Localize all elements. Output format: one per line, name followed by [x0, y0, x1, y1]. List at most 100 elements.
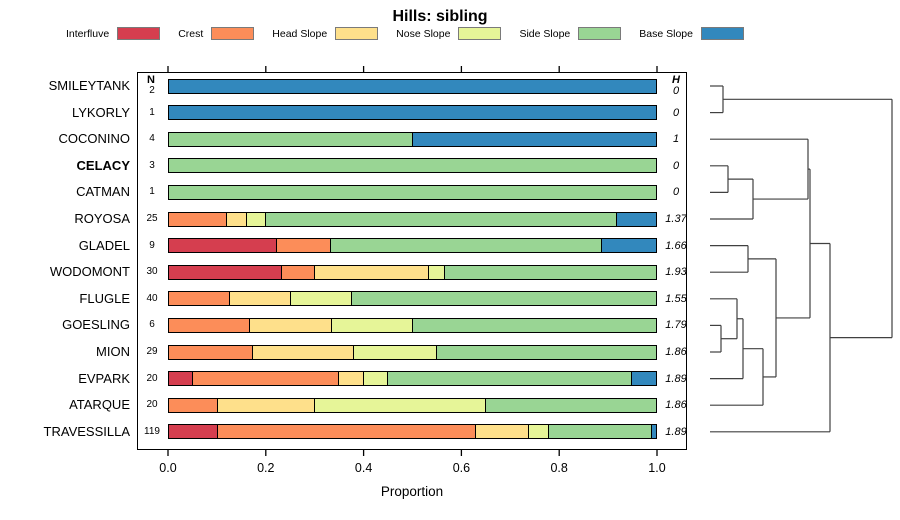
bar-segment-side-slope: [549, 425, 653, 439]
stacked-bar: [168, 424, 657, 440]
stacked-bar: [168, 131, 657, 147]
stacked-bar: [168, 211, 657, 227]
bar-segment-side-slope: [351, 292, 656, 306]
x-tick-label: 0.4: [354, 461, 373, 475]
bar-segment-base-slope: [631, 372, 656, 386]
h-value: 0: [672, 186, 680, 199]
row-label: LYKORLY: [71, 104, 130, 120]
bar-segment-side-slope: [169, 159, 656, 173]
h-value: 1.93: [665, 266, 687, 279]
h-value: 0: [672, 159, 680, 172]
h-value: 1: [672, 133, 680, 146]
h-value: 0: [672, 85, 680, 97]
chart-title: Hills: sibling: [392, 8, 488, 25]
legend-label: Crest: [178, 27, 204, 40]
bar-segment-nose-slope: [363, 372, 389, 386]
bar-segment-crest: [169, 345, 253, 359]
x-tick-label: 0.8: [550, 461, 568, 475]
h-value: 1.89: [665, 372, 687, 385]
bar-segment-interfluve: [169, 372, 194, 386]
n-value: 2: [149, 85, 155, 96]
n-column-header: N: [147, 74, 155, 86]
legend-label: Head Slope: [272, 27, 328, 40]
n-value: 20: [146, 399, 158, 411]
bar-segment-nose-slope: [428, 265, 445, 279]
n-value: 3: [149, 159, 155, 171]
h-value: 1.86: [665, 346, 687, 358]
bar-segment-base-slope: [652, 425, 656, 439]
n-value: 25: [146, 213, 158, 224]
legend-item: Side Slope: [519, 27, 622, 40]
bar-segment-head-slope: [229, 292, 291, 306]
bar-segment-interfluve: [169, 425, 219, 439]
stacked-bar: [168, 317, 657, 333]
row-label: GLADEL: [78, 237, 130, 253]
bar-segment-nose-slope: [528, 425, 550, 439]
n-value: 1: [149, 106, 155, 118]
stacked-bar: [168, 371, 657, 387]
bar-segment-nose-slope: [353, 345, 438, 359]
bar-segment-base-slope: [169, 79, 656, 93]
legend-item: Nose Slope: [396, 27, 502, 40]
stacked-bar: [168, 184, 657, 200]
bar-segment-nose-slope: [315, 398, 486, 412]
legend-swatch: [117, 27, 161, 40]
bar-segment-side-slope: [266, 212, 617, 226]
h-value: 1.86: [665, 399, 687, 412]
h-value: 1.89: [665, 425, 687, 438]
stacked-bar: [168, 344, 657, 360]
legend-item: Base Slope: [639, 27, 744, 40]
legend-swatch: [458, 27, 502, 40]
bar-segment-head-slope: [217, 398, 316, 412]
n-value: 119: [144, 425, 160, 437]
row-label: COCONINO: [58, 131, 131, 147]
bar-segment-crest: [282, 265, 316, 279]
legend-label: Base Slope: [639, 27, 693, 40]
h-value: 1.55: [665, 292, 687, 305]
legend-swatch: [211, 27, 255, 40]
bar-segment-head-slope: [315, 265, 429, 279]
bar-segment-side-slope: [412, 318, 656, 332]
legend-label: Interfluve: [66, 27, 110, 40]
row-label: TRAVESSILLA: [43, 423, 130, 439]
row-label: ROYOSA: [74, 211, 130, 226]
n-value: 9: [149, 239, 155, 251]
bar-segment-head-slope: [252, 345, 354, 359]
bar-segment-base-slope: [412, 132, 656, 146]
h-value: 0: [672, 106, 680, 119]
n-value: 6: [149, 319, 155, 331]
stacked-bar: [168, 238, 657, 254]
bar-segment-side-slope: [169, 185, 656, 199]
bar-segment-side-slope: [331, 239, 602, 253]
h-value: 1.79: [665, 319, 687, 332]
legend-label: Nose Slope: [396, 27, 451, 40]
bar-segment-side-slope: [388, 372, 632, 386]
row-label: GOESLING: [62, 317, 130, 333]
stacked-bar: [168, 397, 657, 413]
bar-segment-side-slope: [169, 132, 413, 146]
bar-segment-head-slope: [339, 372, 364, 386]
row-label: ATARQUE: [69, 397, 130, 413]
bar-segment-nose-slope: [246, 212, 267, 226]
legend-item: Crest: [178, 27, 255, 40]
n-value: 20: [146, 372, 158, 384]
x-axis-title: Proportion: [380, 484, 444, 499]
bar-segment-interfluve: [169, 239, 278, 253]
bar-segment-side-slope: [485, 398, 656, 412]
bar-segment-crest: [193, 372, 340, 386]
bar-segment-side-slope: [444, 265, 656, 279]
n-value: 30: [146, 266, 158, 278]
plot-area-border: [137, 72, 687, 450]
legend-swatch: [335, 27, 379, 40]
legend-swatch: [578, 27, 622, 40]
legend: Interfluve Crest Head Slope Nose Slope Side …: [66, 27, 744, 40]
h-value: 1.37: [665, 213, 687, 225]
x-tick-label: 1.0: [648, 461, 666, 475]
legend-item: Interfluve: [66, 27, 161, 40]
stacked-bar: [168, 264, 657, 280]
bar-segment-side-slope: [437, 345, 656, 359]
bar-segment-crest: [169, 212, 228, 226]
row-label: SMILEYTANK: [48, 78, 130, 93]
n-value: 29: [146, 346, 158, 357]
